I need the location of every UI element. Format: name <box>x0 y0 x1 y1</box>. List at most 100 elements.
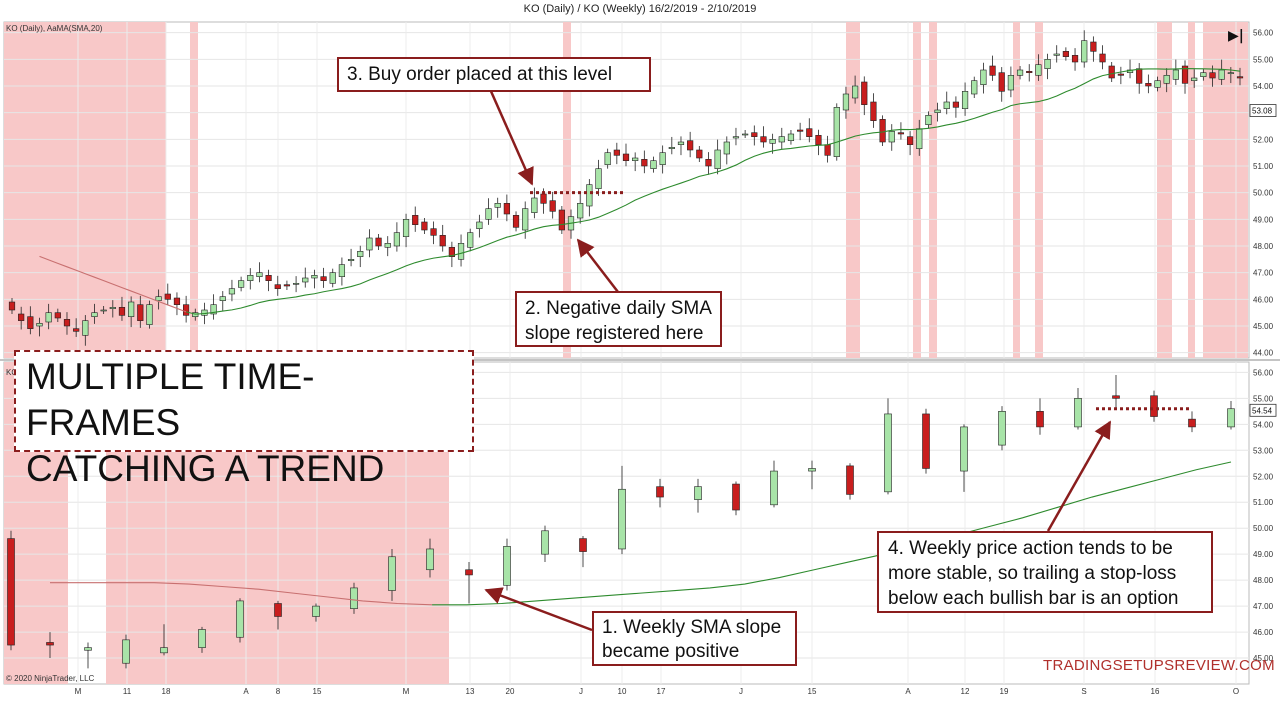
daily-candle <box>283 284 291 287</box>
scroll-end-icon: ▶| <box>1228 28 1244 44</box>
y-tick-label: 51.00 <box>1253 498 1274 507</box>
daily-candle <box>549 200 556 212</box>
daily-candle <box>751 132 758 137</box>
daily-candle <box>128 301 135 317</box>
weekly-candle <box>960 426 968 472</box>
y-tick-label: 45.00 <box>1253 322 1274 331</box>
x-tick-label: J <box>579 687 583 696</box>
daily-candle <box>1181 65 1189 84</box>
daily-candle <box>1172 69 1179 80</box>
daily-candle <box>824 144 831 156</box>
annotation-weekly-stable-line2: more stable, so trailing a stop-loss <box>888 563 1177 584</box>
daily-candle <box>925 115 932 125</box>
daily-candle <box>1163 75 1170 84</box>
daily-candle <box>512 215 520 228</box>
weekly-candle <box>274 603 282 617</box>
daily-candle <box>558 209 565 231</box>
daily-candle <box>91 312 98 317</box>
x-tick-label: 15 <box>313 687 322 696</box>
daily-candle <box>8 301 16 311</box>
last-price-box <box>1249 403 1277 417</box>
daily-candle <box>687 140 694 151</box>
daily-candle <box>1145 83 1152 87</box>
weekly-candle <box>1112 395 1120 399</box>
daily-shade <box>1188 22 1195 358</box>
daily-shade <box>4 22 166 358</box>
daily-candle <box>723 141 730 155</box>
weekly-candle <box>236 600 244 638</box>
daily-candle <box>714 149 721 169</box>
daily-candle <box>393 232 400 247</box>
annotation-weekly-stable-line1: 4. Weekly price action tends to be <box>888 538 1173 559</box>
annotation-weekly-slope-line1: 1. Weekly SMA slope <box>602 617 782 638</box>
daily-candle <box>1227 72 1234 74</box>
daily-candle <box>82 320 89 336</box>
daily-candle <box>1071 55 1079 63</box>
daily-candle <box>274 284 281 289</box>
annotation-weekly-slope-line2: became positive <box>602 641 740 662</box>
daily-candle <box>604 152 611 165</box>
daily-candle <box>668 147 675 149</box>
annotation-weekly-slope: 1. Weekly SMA slope became positive <box>592 611 797 666</box>
chart-title-box: MULTIPLE TIME-FRAMES CATCHING A TREND <box>14 350 474 489</box>
arrow-negative-sma <box>576 238 619 293</box>
daily-candle <box>329 272 336 284</box>
annotation-weekly-stable: 4. Weekly price action tends to be more … <box>877 531 1213 613</box>
daily-candle <box>173 297 181 305</box>
daily-candle <box>586 184 593 207</box>
daily-candle <box>430 228 437 236</box>
y-tick-label: 46.00 <box>1253 628 1274 637</box>
weekly-candle <box>846 465 854 495</box>
daily-shade <box>1013 22 1020 358</box>
weekly-candle <box>426 548 434 571</box>
daily-candle <box>146 304 153 325</box>
daily-candle <box>806 128 813 137</box>
daily-candle <box>201 309 208 316</box>
daily-candle <box>522 208 529 231</box>
daily-candle <box>228 288 236 295</box>
daily-candle <box>164 293 171 300</box>
daily-candle <box>705 159 712 167</box>
weekly-candle <box>312 605 320 617</box>
daily-candle <box>439 235 446 247</box>
annotation-buy-order: 3. Buy order placed at this level <box>337 57 651 92</box>
y-tick-label: 50.00 <box>1253 524 1274 533</box>
weekly-candle <box>1150 395 1158 417</box>
annotation-negative-sma-line2: slope registered here <box>525 323 704 344</box>
daily-candle <box>1136 68 1143 84</box>
chart-title-line2: CATCHING A TREND <box>26 448 385 489</box>
arrow-weekly-stable <box>1046 420 1112 532</box>
arrow-buy-order <box>488 88 534 186</box>
daily-candle <box>852 85 859 99</box>
daily-shade <box>1157 22 1172 358</box>
daily-candle <box>778 136 785 143</box>
daily-candle <box>989 65 996 76</box>
daily-candle <box>292 283 300 285</box>
y-tick-label: 56.00 <box>1253 29 1274 38</box>
daily-candle <box>210 304 217 315</box>
daily-candle <box>421 221 428 231</box>
daily-candle <box>998 72 1005 92</box>
last-price-label: 53.08 <box>1252 107 1273 116</box>
daily-candle <box>916 128 923 149</box>
daily-candle <box>256 272 263 277</box>
daily-candle <box>109 307 116 309</box>
y-tick-label: 56.00 <box>1253 368 1274 377</box>
weekly-candle <box>198 629 206 648</box>
x-tick-label: 11 <box>123 687 132 696</box>
weekly-sma-early <box>50 582 433 606</box>
weekly-candle <box>350 587 358 609</box>
weekly-candle <box>160 647 168 654</box>
x-tick-label: O <box>1233 687 1239 696</box>
arrow-weekly-slope <box>484 587 593 632</box>
daily-candle <box>402 219 410 237</box>
weekly-candle <box>770 470 778 506</box>
daily-candle <box>769 139 776 144</box>
annotation-negative-sma: 2. Negative daily SMA slope registered h… <box>515 291 722 347</box>
daily-candle <box>861 81 868 105</box>
daily-candle <box>1154 80 1161 88</box>
daily-candle <box>45 312 52 323</box>
y-tick-label: 44.00 <box>1253 349 1274 358</box>
y-tick-label: 50.00 <box>1253 189 1274 198</box>
y-tick-label: 49.00 <box>1253 550 1274 559</box>
